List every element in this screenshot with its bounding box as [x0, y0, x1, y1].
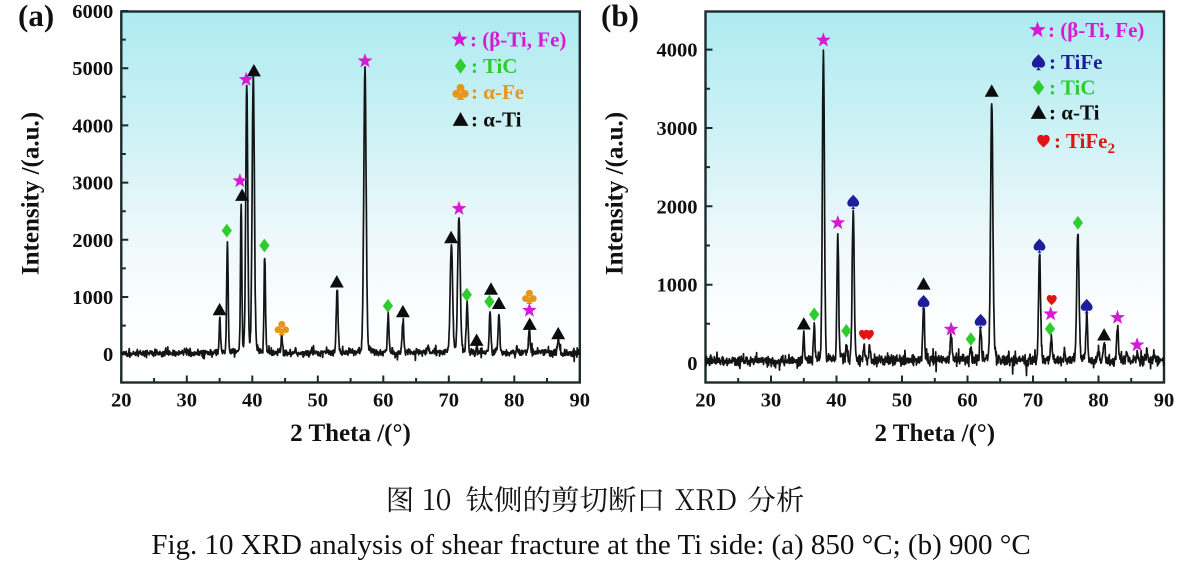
svg-text:50: 50	[308, 390, 329, 412]
svg-text:: TiFe: : TiFe	[1049, 50, 1102, 74]
svg-text:2000: 2000	[657, 196, 698, 218]
svg-text:60: 60	[373, 390, 394, 412]
svg-text:90: 90	[1154, 390, 1175, 412]
svg-text:4000: 4000	[72, 115, 113, 137]
svg-text:1000: 1000	[657, 275, 698, 297]
svg-text:: TiC: : TiC	[1049, 76, 1096, 100]
svg-text:: α-Fe: : α-Fe	[471, 80, 524, 104]
svg-text:0: 0	[687, 353, 697, 375]
svg-text:: α-Ti: : α-Ti	[471, 108, 522, 132]
svg-text:60: 60	[957, 390, 978, 412]
svg-text:5000: 5000	[72, 58, 113, 80]
svg-text:(a): (a)	[18, 0, 54, 33]
svg-text:: TiFe2: : TiFe2	[1054, 129, 1115, 157]
svg-text:3000: 3000	[657, 118, 698, 140]
svg-text:3000: 3000	[72, 173, 113, 195]
svg-text:Fig. 10 XRD analysis of shear: Fig. 10 XRD analysis of shear fracture a…	[151, 529, 1030, 561]
svg-text:2 Theta /(°): 2 Theta /(°)	[874, 420, 995, 447]
svg-text:2 Theta /(°): 2 Theta /(°)	[290, 420, 411, 447]
svg-text:90: 90	[570, 390, 591, 412]
svg-text:80: 80	[504, 390, 525, 412]
svg-text:: TiC: : TiC	[471, 54, 518, 78]
svg-text:1000: 1000	[72, 287, 113, 309]
svg-text:: α-Ti: : α-Ti	[1049, 101, 1100, 125]
svg-text:40: 40	[826, 390, 847, 412]
svg-text:80: 80	[1088, 390, 1109, 412]
svg-text:2000: 2000	[72, 230, 113, 252]
svg-text:(b): (b)	[601, 0, 639, 33]
svg-text:4000: 4000	[657, 40, 698, 62]
svg-text:: (β-Ti, Fe): : (β-Ti, Fe)	[470, 28, 566, 52]
svg-text:70: 70	[439, 390, 460, 412]
svg-text:20: 20	[695, 390, 716, 412]
svg-text:: (β-Ti, Fe): : (β-Ti, Fe)	[1048, 18, 1144, 42]
svg-text:30: 30	[761, 390, 782, 412]
svg-text:70: 70	[1023, 390, 1044, 412]
svg-text:Intensity /(a.u.): Intensity /(a.u.)	[17, 112, 44, 275]
svg-text:40: 40	[242, 390, 263, 412]
svg-text:Intensity /(a.u.): Intensity /(a.u.)	[602, 112, 629, 275]
svg-text:50: 50	[892, 390, 913, 412]
svg-text:20: 20	[111, 390, 132, 412]
svg-text:30: 30	[177, 390, 198, 412]
svg-text:6000: 6000	[72, 1, 113, 23]
svg-text:0: 0	[103, 344, 113, 366]
